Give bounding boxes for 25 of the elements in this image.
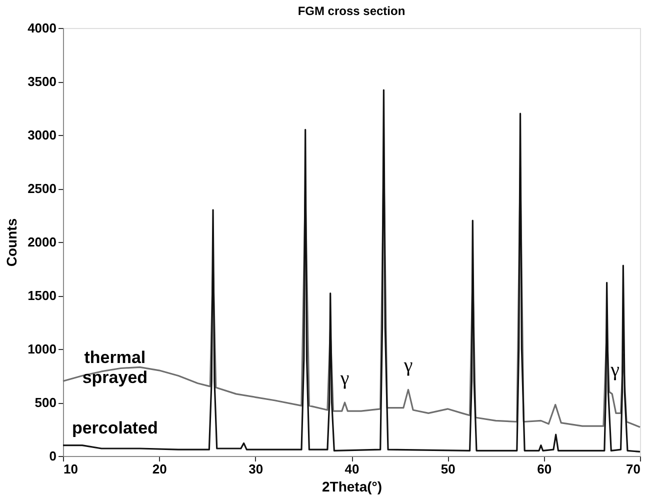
y-tick-label: 1500 bbox=[28, 288, 56, 303]
y-axis-title: Counts bbox=[4, 218, 20, 267]
chart-title: FGM cross section bbox=[298, 4, 406, 18]
y-tick-label: 4000 bbox=[28, 20, 56, 36]
x-tick-label: 50 bbox=[440, 462, 456, 476]
x-axis-title: 2Theta(°) bbox=[322, 478, 382, 494]
y-tick-label: 2500 bbox=[28, 181, 56, 196]
x-tick-label: 40 bbox=[344, 462, 360, 476]
x-tick-label: 20 bbox=[152, 462, 167, 476]
y-tick-label: 500 bbox=[34, 395, 56, 410]
series-label: thermal sprayed bbox=[82, 348, 148, 388]
x-tick-label: 60 bbox=[537, 462, 552, 476]
y-tick-label: 2000 bbox=[28, 234, 56, 250]
x-tick-label: 10 bbox=[64, 462, 78, 476]
x-tick-label: 70 bbox=[626, 462, 640, 476]
y-tick-label: 3000 bbox=[28, 128, 56, 142]
y-tick-label: 0 bbox=[49, 448, 56, 464]
y-tick-label: 1000 bbox=[28, 342, 56, 356]
annotation: γ bbox=[610, 358, 620, 381]
series-label: percolated bbox=[72, 418, 158, 438]
x-tick-label: 30 bbox=[248, 462, 264, 476]
y-tick-label: 3500 bbox=[28, 74, 56, 89]
line-series bbox=[62, 89, 641, 453]
annotation: γ bbox=[402, 354, 413, 377]
annotation: γ bbox=[339, 368, 350, 390]
